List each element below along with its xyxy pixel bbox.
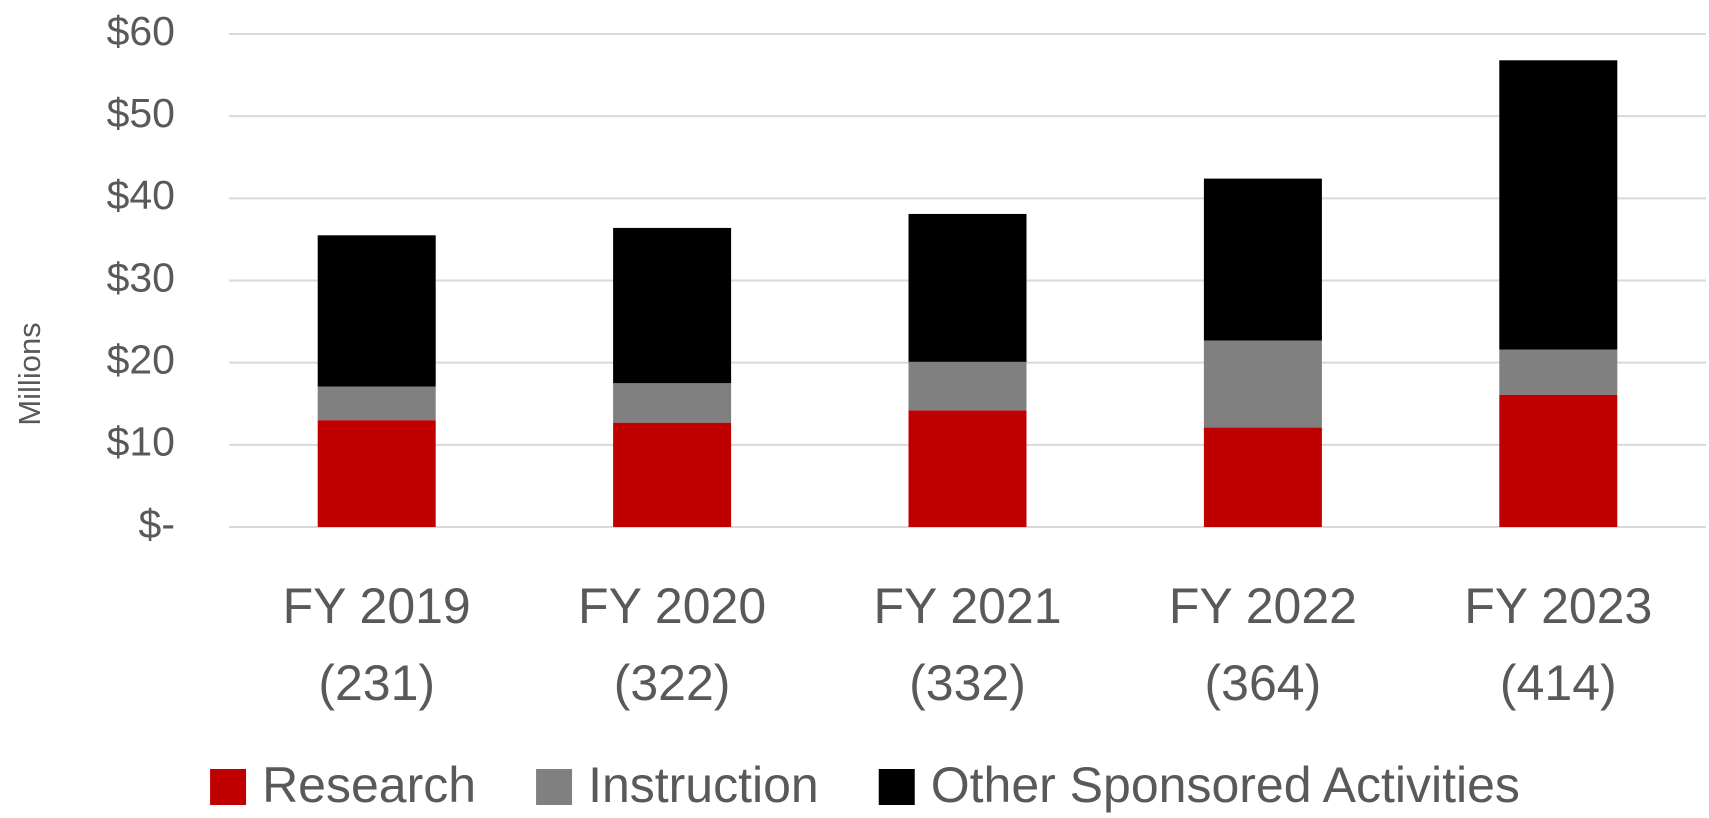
x-tick-label: (322) [614,655,731,711]
bar-segment [317,386,436,421]
y-tick-label: $10 [107,419,175,465]
legend-swatch [210,769,247,805]
bar-segment [1203,340,1322,428]
legend-label: Other Sponsored Activities [931,757,1520,813]
x-tick-label: (231) [318,655,435,711]
legend-label: Instruction [588,757,819,813]
x-tick-label: FY 2022 [1169,578,1357,634]
y-axis-label: Millions [12,322,47,425]
y-tick-label: $30 [107,254,175,300]
y-tick-label: $20 [107,336,175,382]
bar-segment [317,235,436,387]
bar-segment [908,410,1027,527]
y-tick-label: $- [139,501,175,547]
x-tick-label: (332) [909,655,1026,711]
legend-swatch [878,769,915,805]
legend-swatch [536,769,573,805]
bar-segment [908,213,1027,362]
bar-segment [1499,349,1618,395]
bar-segment [908,361,1027,411]
y-tick-label: $50 [107,90,175,136]
bar-segment [317,420,436,527]
bar-segment [1203,178,1322,341]
x-tick-label: (364) [1205,655,1322,711]
x-tick-label: FY 2019 [283,578,471,634]
legend-label: Research [262,757,476,813]
x-tick-label: FY 2021 [873,578,1061,634]
y-tick-label: $40 [107,172,175,218]
bar-segment [613,227,732,384]
x-tick-label: FY 2023 [1464,578,1652,634]
y-tick-label: $60 [107,8,175,54]
bar-segment [1499,60,1618,350]
bar-segment [613,383,732,423]
bar-segment [1203,427,1322,527]
x-tick-label: FY 2020 [578,578,766,634]
bar-segment [613,422,732,527]
bar-segment [1499,394,1618,527]
x-tick-label: (414) [1500,655,1617,711]
